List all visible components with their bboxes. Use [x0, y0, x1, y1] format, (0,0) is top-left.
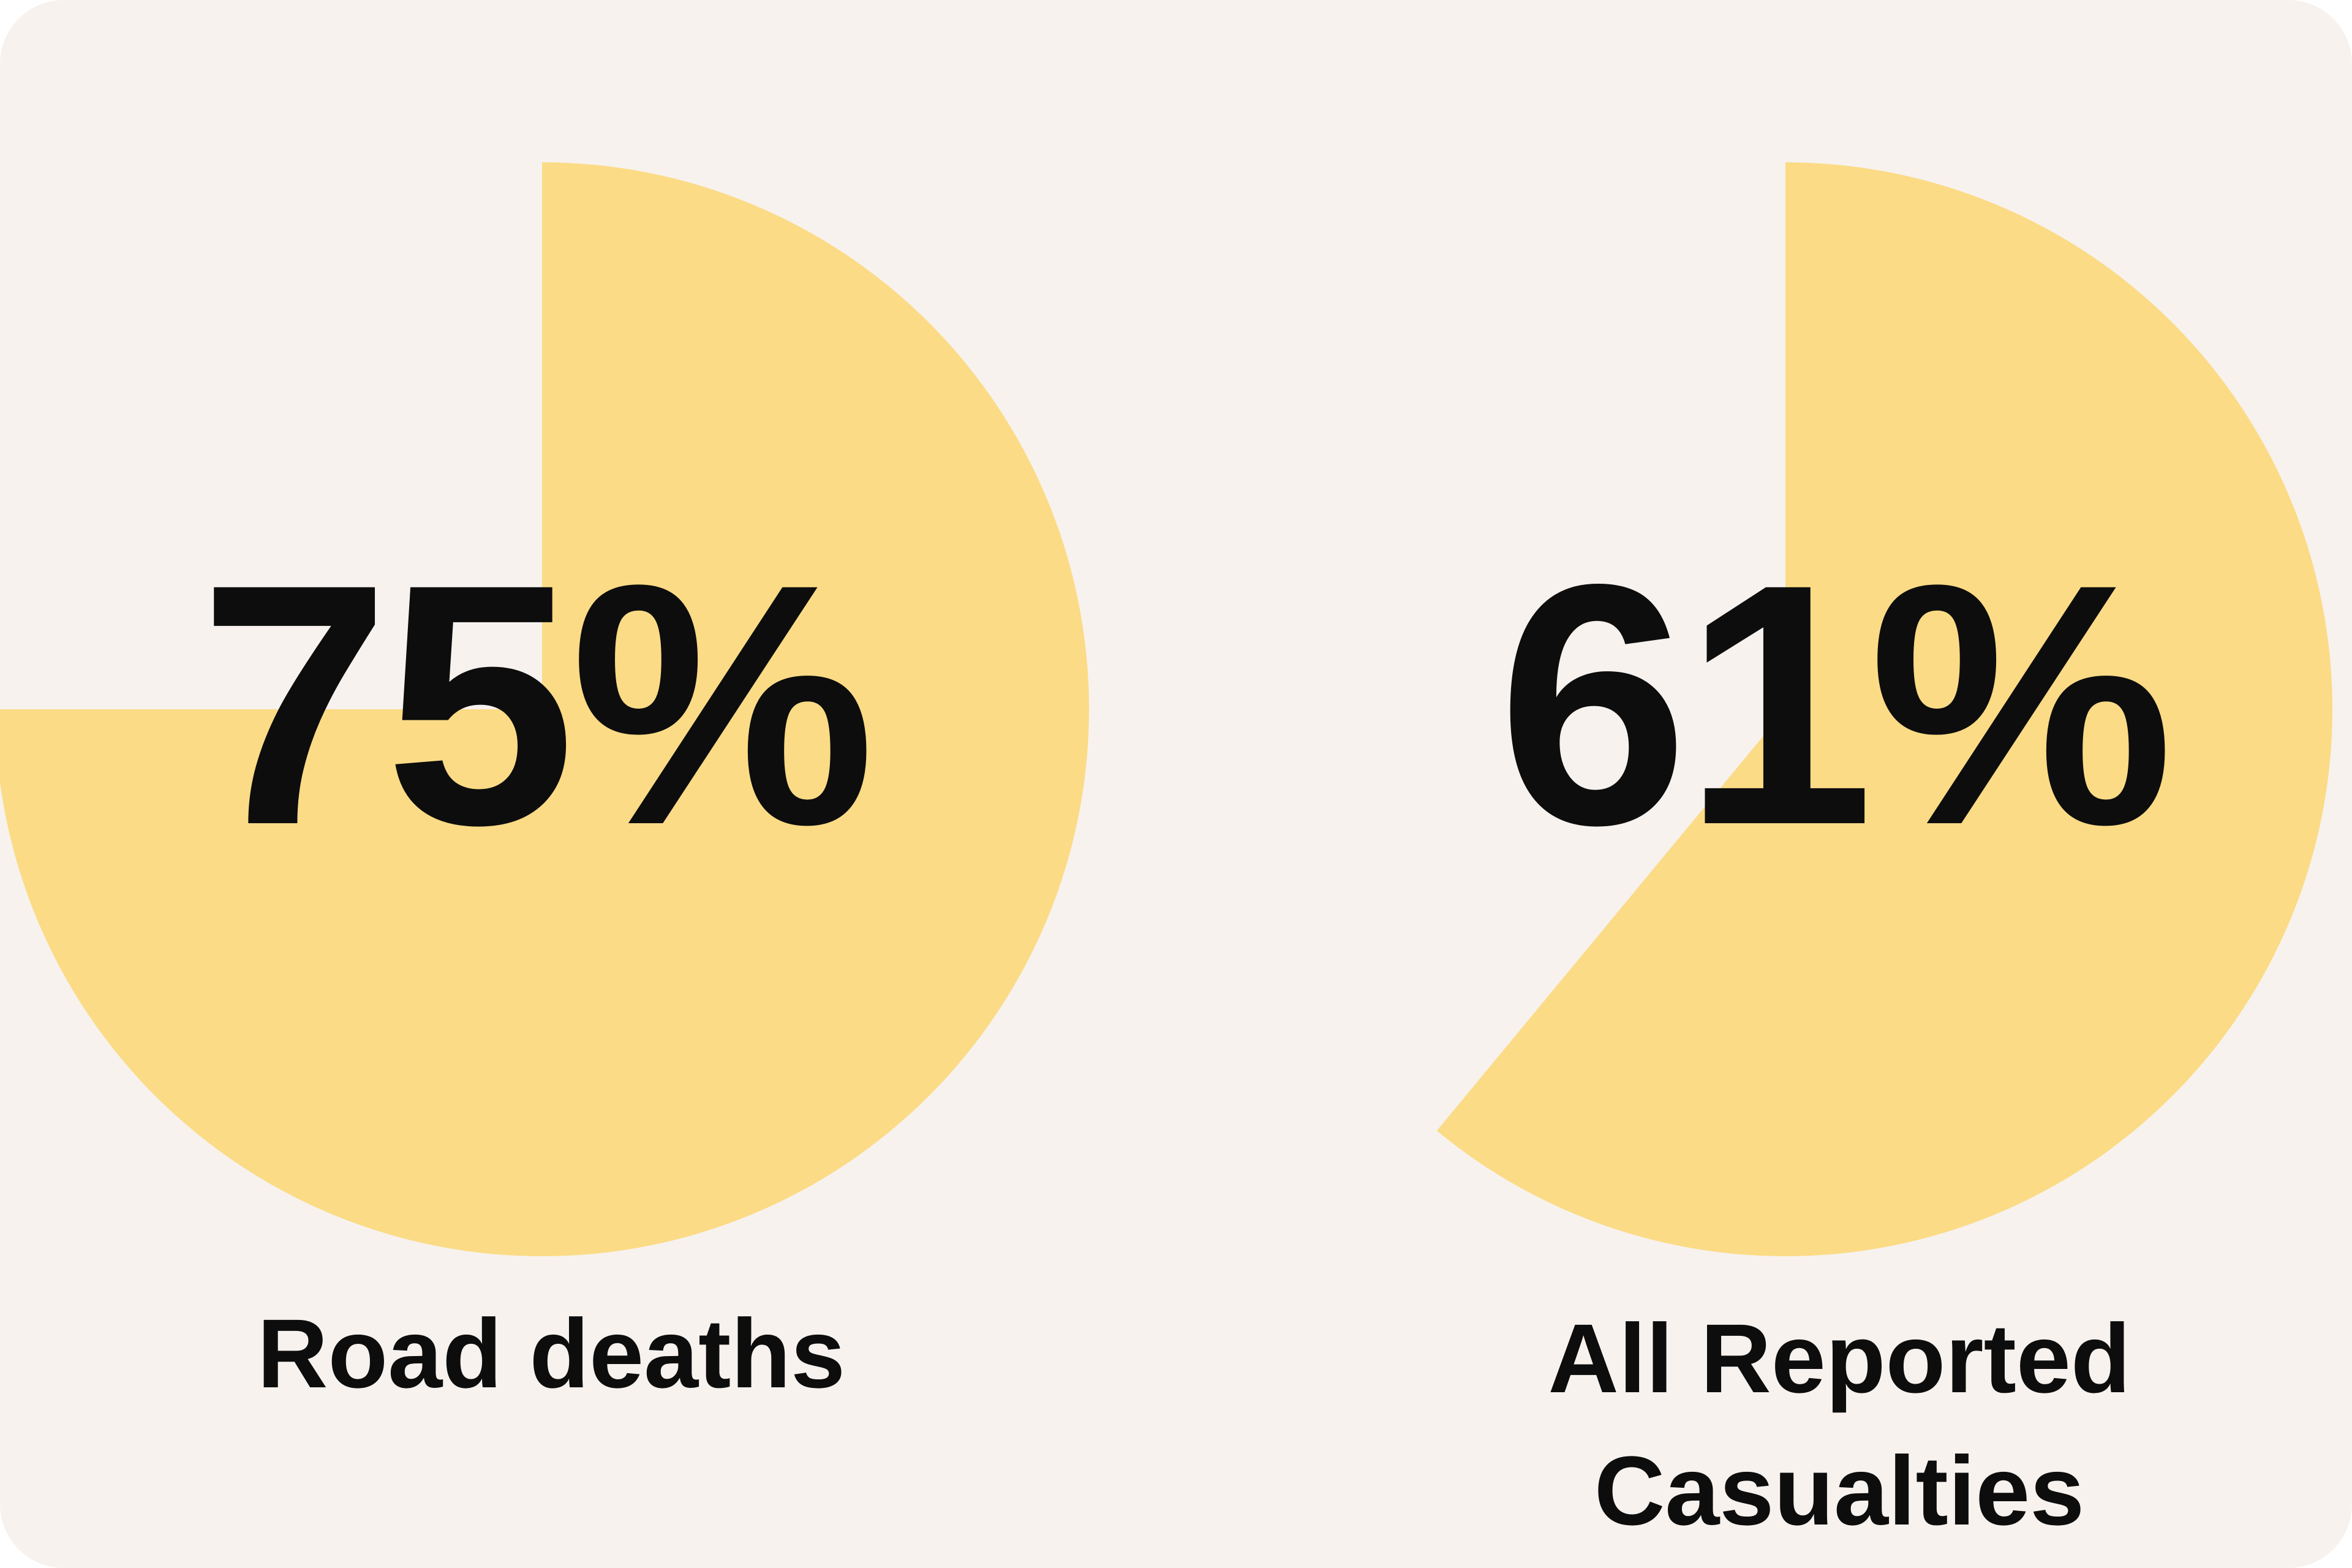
all-reported-casualties-pie-chart: [1238, 162, 2332, 1256]
road-deaths-pie-chart: [0, 162, 1089, 1256]
road-deaths-caption: Road deaths: [257, 1298, 846, 1408]
all-reported-casualties-caption: All Reported Casualties: [1548, 1303, 2131, 1545]
road-deaths-percent-value: 75%: [199, 513, 875, 896]
all-reported-casualties-percent-value: 61%: [1498, 513, 2174, 896]
